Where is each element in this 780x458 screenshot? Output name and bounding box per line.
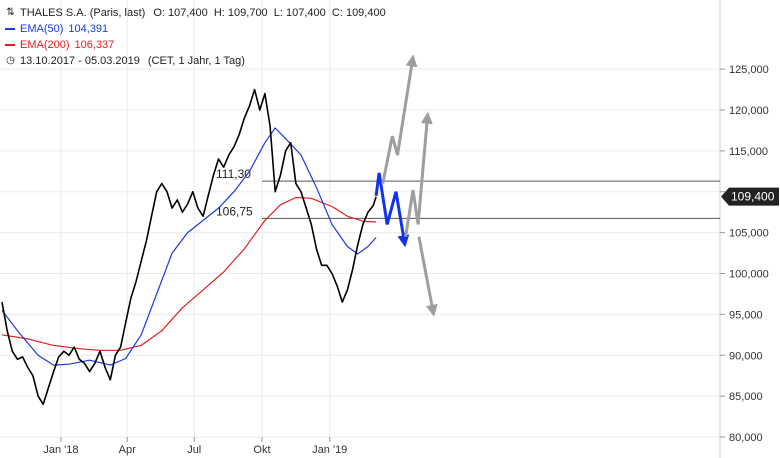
x-tick-label: Jan '18 [43, 444, 78, 456]
y-tick-label: 80,000 [729, 432, 763, 444]
price-line [1, 88, 377, 406]
y-tick-label: 120,000 [729, 105, 769, 117]
ema200-swatch [5, 44, 15, 46]
scenario-alt-arrow [381, 54, 418, 184]
level-label: 111,30 [216, 167, 251, 181]
last-price-label: 109,400 [731, 190, 775, 204]
level-label: 106,75 [216, 204, 253, 218]
y-tick-label: 95,000 [729, 309, 763, 321]
legend-ema50: EMA(50) 104,391 [5, 21, 386, 37]
chart-legend: ⇅ THALES S.A. (Paris, last) O: 107,400 H… [5, 5, 386, 69]
ema50-swatch [5, 28, 15, 30]
scenario-main-arrow [374, 172, 410, 248]
scenario-alt-arrow [417, 236, 438, 317]
clock-icon: ◷ [6, 55, 15, 66]
scenario-arrows [374, 54, 438, 317]
last-price-tag-bg [721, 187, 779, 206]
chart-series [1, 88, 377, 406]
range-detail: (CET, 1 Jahr, 1 Tag) [147, 55, 245, 67]
x-tick-label: Jul [187, 444, 201, 456]
x-tick-label: Apr [119, 444, 136, 456]
y-axis: 80,000 85,000 90,000 95,000 100,000 105,000 11… [720, 64, 769, 444]
candles-icon: ⇅ [6, 7, 15, 18]
x-tick-label: Okt [253, 444, 270, 456]
date-range: 13.10.2017 - 05.03.2019 [20, 55, 140, 67]
ema50-label: EMA(50) [20, 23, 64, 35]
ema50-value: 104,391 [68, 23, 109, 35]
y-tick-label: 115,000 [729, 146, 768, 158]
y-tick-label: 85,000 [729, 391, 763, 403]
ema200-value: 106,337 [74, 39, 115, 51]
last-price-tag: 109,400 [721, 187, 779, 206]
ohlc-values: O: 107,400 H: 109,700 L: 107,400 C: 109,… [153, 7, 386, 19]
scenario-alt-arrow [404, 111, 433, 237]
instrument-title: THALES S.A. (Paris, last) [20, 7, 146, 19]
y-tick-label: 125,000 [729, 64, 769, 76]
y-tick-label: 105,000 [729, 228, 769, 240]
ema200-line [1, 196, 377, 351]
legend-title-row: ⇅ THALES S.A. (Paris, last) O: 107,400 H… [5, 5, 386, 21]
ema50-line [1, 127, 377, 366]
legend-range: ◷ 13.10.2017 - 05.03.2019 (CET, 1 Jahr, … [5, 53, 386, 69]
legend-ema200: EMA(200) 106,337 [5, 37, 386, 53]
x-axis: Jan '18 Apr Jul Okt Jan '19 [43, 437, 347, 456]
price-levels: 111,30 106,75 [216, 167, 720, 219]
ema200-label: EMA(200) [20, 39, 70, 51]
y-tick-label: 100,000 [729, 269, 769, 281]
y-tick-label: 90,000 [729, 350, 763, 362]
x-tick-label: Jan '19 [312, 444, 347, 456]
